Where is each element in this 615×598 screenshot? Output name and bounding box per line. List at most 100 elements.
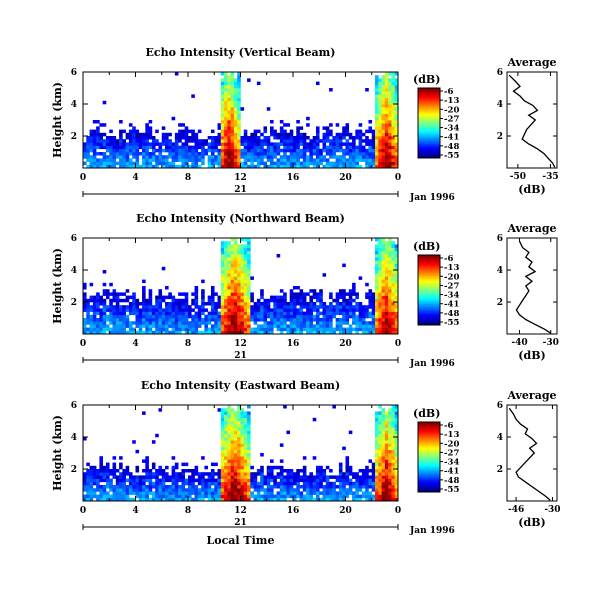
echo-cell — [145, 485, 149, 489]
x-tick-label: -50 — [510, 172, 526, 182]
echo-cell — [273, 136, 277, 140]
echo-cell — [391, 330, 396, 335]
echo-cell — [142, 491, 146, 495]
echo-cell — [315, 311, 320, 316]
echo-cell — [105, 161, 110, 166]
colorbar-step — [418, 450, 440, 453]
echo-cell — [83, 324, 87, 328]
echo-cell — [319, 139, 323, 143]
colorbar-step — [418, 137, 440, 140]
echo-cell — [352, 298, 356, 303]
echo-cell — [142, 494, 146, 499]
echo-cell — [322, 164, 327, 169]
echo-cell — [99, 161, 103, 166]
echo-cell — [135, 469, 140, 473]
echo-cell — [214, 481, 218, 486]
echo-cell — [312, 456, 317, 460]
echo-cell — [220, 430, 225, 435]
echo-cell — [388, 449, 392, 454]
echo-cell — [128, 164, 133, 169]
echo-cell — [309, 491, 313, 495]
echo-cell — [194, 139, 199, 143]
echo-cell — [338, 142, 343, 146]
echo-cell — [388, 318, 392, 322]
echo-cell — [217, 321, 222, 325]
echo-cells — [83, 405, 399, 502]
echo-cell — [237, 139, 241, 143]
colorbar-tick-label: -55 — [444, 151, 459, 161]
echo-cell — [388, 132, 392, 137]
echo-cell — [247, 475, 251, 479]
echo-cell — [155, 469, 159, 473]
echo-cell — [276, 132, 281, 137]
echo-cell — [335, 485, 340, 489]
echo-cell — [119, 158, 123, 162]
echo-cell — [309, 318, 313, 322]
echo-cell — [384, 142, 389, 146]
echo-cell — [276, 497, 281, 502]
echo-cell — [230, 308, 235, 312]
echo-cell — [381, 136, 386, 140]
echo-cell — [210, 302, 215, 306]
echo-cell — [194, 286, 199, 290]
echo-cell — [237, 247, 241, 252]
echo-cell — [220, 311, 225, 316]
echo-cell — [378, 136, 382, 140]
echo-cell — [266, 164, 271, 169]
echo-cell — [125, 295, 130, 300]
echo-cell — [335, 161, 340, 166]
echo-cell — [112, 330, 117, 335]
echo-cell — [148, 481, 153, 486]
echo-cell — [270, 472, 274, 476]
echo-cell — [332, 314, 336, 319]
echo-cell — [283, 295, 287, 300]
echo-cell — [240, 497, 245, 502]
echo-cell — [210, 472, 215, 476]
echo-cell — [260, 139, 264, 143]
echo-cell — [122, 475, 126, 479]
echo-cell — [243, 453, 248, 457]
echo-cell — [388, 286, 392, 290]
echo-cell — [256, 305, 261, 309]
echo-cell — [302, 472, 307, 476]
echo-cell — [342, 158, 346, 162]
echo-cell — [319, 330, 323, 335]
echo-cell — [92, 129, 97, 134]
echo-cell — [302, 292, 307, 296]
echo-cell — [191, 148, 195, 153]
echo-cell — [89, 494, 94, 499]
echo-cell — [125, 472, 130, 476]
echo-cell — [125, 491, 130, 495]
echo-cell — [227, 110, 231, 114]
echo-cell — [309, 494, 313, 499]
x-tick-label: 20 — [339, 506, 352, 516]
echo-cell — [375, 414, 379, 419]
echo-cell — [388, 459, 392, 463]
echo-cell — [384, 427, 389, 431]
echo-cell — [148, 132, 153, 137]
colorbar-step — [418, 269, 440, 272]
echo-cell — [210, 295, 215, 300]
echo-cell — [352, 164, 356, 169]
echo-cell — [293, 318, 297, 322]
echo-cell — [325, 164, 330, 169]
echo-cell — [276, 158, 281, 162]
echo-cell — [145, 330, 149, 335]
echo-cell — [96, 318, 100, 322]
echo-cell — [125, 136, 130, 140]
echo-cell — [342, 308, 346, 312]
echo-cell — [217, 305, 222, 309]
echo-cell — [315, 136, 320, 140]
echo-cell — [247, 308, 251, 312]
echo-cell — [302, 318, 307, 322]
echo-cell — [210, 139, 215, 143]
echo-cell — [381, 91, 386, 95]
echo-cell — [102, 485, 107, 489]
echo-cell — [233, 308, 238, 312]
echo-cell — [230, 449, 235, 454]
echo-cell — [384, 282, 389, 287]
echo-cell — [322, 491, 327, 495]
echo-cell — [368, 478, 373, 483]
echo-cell — [394, 449, 399, 454]
echo-cell — [184, 132, 189, 137]
